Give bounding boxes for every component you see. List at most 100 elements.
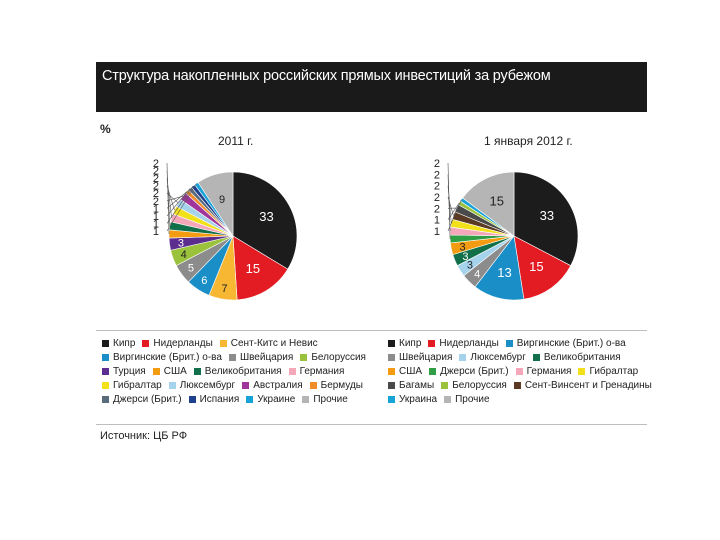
pie-value-label: 2 xyxy=(434,203,440,215)
legend-swatch xyxy=(102,353,109,361)
legend-right-row: США Джерси (Брит.) Германия Гибралтар xyxy=(388,364,659,378)
legend-swatch xyxy=(228,353,236,361)
legend-left-item: Джерси (Брит.) xyxy=(102,392,182,406)
legend-swatch xyxy=(142,339,150,347)
pie-value-label: 1 xyxy=(434,226,440,238)
legend-swatch xyxy=(429,367,437,375)
pie-slice xyxy=(197,171,234,238)
pie-value-label: 3 xyxy=(467,260,473,272)
legend-label: Украине xyxy=(257,393,296,405)
legend-right-item: Гибралтар xyxy=(578,364,638,378)
legend-swatch xyxy=(459,353,467,361)
pie-value-label: 2 xyxy=(434,169,440,181)
legend-label: Испания xyxy=(199,393,240,405)
pie-value-label: 1 xyxy=(153,218,159,230)
legend-right-item: Сент-Винсент и Гренадины xyxy=(513,378,652,392)
legend-label: Германия xyxy=(526,365,572,377)
pie-value-label: 1 xyxy=(153,203,159,215)
legend-right-item: Швейцария xyxy=(388,350,452,364)
pie-slice xyxy=(513,171,579,267)
pie-value-label: 2 xyxy=(153,166,159,178)
legend-swatch xyxy=(441,381,449,389)
legend-left-item: Украине xyxy=(246,392,295,406)
pie-leader-line xyxy=(447,185,452,224)
legend-left-item: Белоруссия xyxy=(300,350,366,364)
legend-label: Белоруссия xyxy=(311,351,366,363)
legend-swatch xyxy=(309,381,317,389)
legend-left-item: США xyxy=(152,364,187,378)
legend-label: Люксембург xyxy=(179,379,236,391)
legend-swatch xyxy=(102,339,109,347)
legend-swatch xyxy=(388,395,395,403)
legend-label: США xyxy=(163,365,187,377)
legend-2012: Кипр Нидерланды Виргинские (Брит.) о-ва Шве… xyxy=(388,336,659,406)
legend-label: Великобритания xyxy=(204,365,282,377)
legend-swatch xyxy=(578,367,586,375)
legend-left-item: Нидерланды xyxy=(142,336,213,350)
pie-leader-line xyxy=(166,188,191,217)
legend-swatch xyxy=(152,367,160,375)
legend-swatch xyxy=(515,367,523,375)
legend-swatch xyxy=(428,339,436,347)
legend-swatch xyxy=(242,381,250,389)
legend-label: Джерси (Брит.) xyxy=(113,393,182,405)
legend-swatch xyxy=(505,339,513,347)
legend-label: Украина xyxy=(399,393,438,405)
unit-label: % xyxy=(100,122,111,136)
legend-right-item: США xyxy=(388,364,422,378)
legend-right-row: Швейцария Люксембург Великобритания xyxy=(388,350,659,364)
legend-right-item: Люксембург xyxy=(459,350,526,364)
legend-left-row: Гибралтар Люксембург Австралия Бермуды xyxy=(102,378,373,392)
legend-label: Германия xyxy=(299,365,345,377)
legend-label: Сент-Винсент и Гренадины xyxy=(524,379,652,391)
legend-right-item: Великобритания xyxy=(532,350,621,364)
pie-title-2011: 2011 г. xyxy=(218,134,254,148)
legend-left-item: Бермуды xyxy=(309,378,363,392)
legend-swatch xyxy=(388,367,395,375)
pie-value-label: 4 xyxy=(181,249,187,261)
legend-top-rule xyxy=(96,330,647,331)
legend-swatch xyxy=(388,353,395,361)
legend-label: Бермуды xyxy=(320,379,363,391)
pie-value-label: 2 xyxy=(434,181,440,193)
legend-label: Нидерланды xyxy=(153,337,213,349)
legend-right-item: Прочие xyxy=(444,392,490,406)
legend-label: Кипр xyxy=(113,337,136,349)
pie-leader-line xyxy=(447,174,451,232)
legend-right-item: Нидерланды xyxy=(428,336,499,350)
pie-slice xyxy=(513,235,572,300)
pie-leader-line xyxy=(447,202,460,220)
pie-value-label: 1 xyxy=(153,211,159,223)
pie-value-label: 15 xyxy=(489,194,503,209)
legend-swatch xyxy=(219,339,227,347)
pie-value-label: 2 xyxy=(153,158,159,170)
legend-label: Гибралтар xyxy=(113,379,162,391)
legend-label: Виргинские (Брит.) о-ва xyxy=(113,351,222,363)
legend-label: Гибралтар xyxy=(589,365,639,377)
pie-slice xyxy=(462,171,515,237)
source-note: Источник: ЦБ РФ xyxy=(100,430,188,442)
legend-swatch xyxy=(513,381,521,389)
legend-left-row: Виргинские (Брит.) о-ва Швейцария Белорусс… xyxy=(102,350,373,364)
legend-swatch xyxy=(193,367,201,375)
pie-leader-line xyxy=(447,199,462,232)
pie-leader-line xyxy=(166,185,194,224)
pie-leader-line xyxy=(166,191,188,209)
pie-value-label: 15 xyxy=(529,259,543,274)
pie-value-label: 9 xyxy=(219,194,225,206)
legend-swatch xyxy=(288,367,296,375)
pie-value-label: 2 xyxy=(153,188,159,200)
legend-swatch xyxy=(388,381,395,389)
legend-label: Кипр xyxy=(399,337,422,349)
legend-label: Багамы xyxy=(399,379,435,391)
legend-bottom-rule xyxy=(96,424,647,425)
legend-label: США xyxy=(399,365,423,377)
pie-slice xyxy=(232,171,298,270)
legend-right-row: Багамы Белоруссия Сент-Винсент и Гренадины xyxy=(388,378,659,392)
legend-label: Белоруссия xyxy=(452,379,507,391)
chart-header: Структура накопленных российских прямых … xyxy=(96,62,647,112)
legend-swatch xyxy=(102,381,109,389)
legend-label: Великобритания xyxy=(543,351,621,363)
legend-swatch xyxy=(388,339,395,347)
pie-value-label: 3 xyxy=(462,251,468,263)
